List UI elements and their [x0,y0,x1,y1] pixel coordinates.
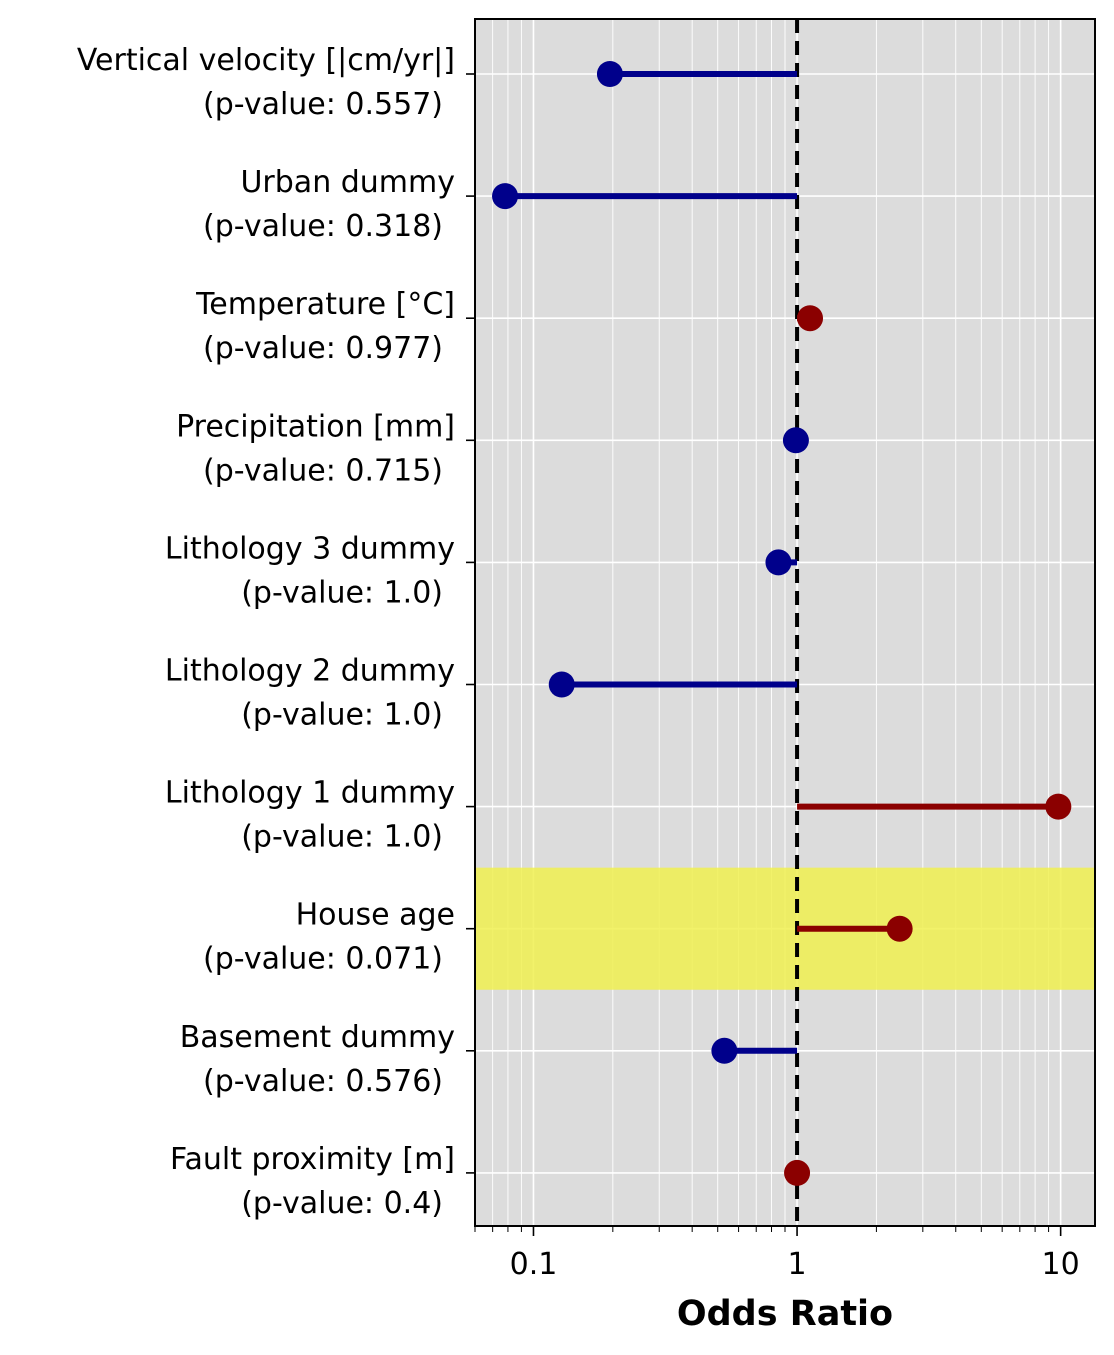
x-axis-label: Odds Ratio [677,1294,893,1334]
y-label-pvalue: (p-value: 0.318) [203,209,443,244]
y-label-pvalue: (p-value: 0.071) [203,942,443,977]
y-label-name: Vertical velocity [|cm/yr|] [77,43,455,78]
y-label-name: Temperature [°C] [195,287,455,322]
y-label-name: Precipitation [mm] [176,409,455,444]
x-tick-layer: 0.1 1 10 [474,1226,1080,1282]
y-label-pvalue: (p-value: 1.0) [241,820,443,855]
grid-layer [474,19,1095,1226]
x-tick-label: 10 [1042,1247,1080,1282]
lollipop-dot [765,549,792,576]
lollipop-dot [784,1159,811,1186]
y-label-name: Lithology 2 dummy [165,654,455,689]
y-label-name: House age [296,898,455,933]
y-label-pvalue: (p-value: 0.977) [203,331,443,366]
x-tick-label: 1 [788,1247,807,1282]
y-label-pvalue: (p-value: 0.576) [203,1064,443,1099]
x-tick-label: 0.1 [510,1247,558,1282]
y-label-pvalue: (p-value: 1.0) [241,575,443,610]
y-label-pvalue: (p-value: 0.715) [203,453,443,488]
lollipop-dot [782,427,809,454]
y-label-pvalue: (p-value: 0.557) [203,87,443,122]
highlight-layer [475,867,1095,990]
y-label-pvalue: (p-value: 0.4) [241,1186,443,1221]
y-label-name: Fault proximity [m] [170,1142,455,1177]
y-label-name: Urban dummy [240,165,455,200]
lollipop-dot [596,61,623,87]
lollipop-dot [797,305,824,332]
lollipop-dot [1045,793,1072,820]
y-label-pvalue: (p-value: 1.0) [241,698,443,733]
y-label-name: Basement dummy [180,1020,455,1055]
lollipop-dot [886,915,913,942]
marks-layer [492,61,1072,1186]
y-label-name: Lithology 3 dummy [165,531,455,566]
y-label-layer: Vertical velocity [|cm/yr|] (p-value: 0.5… [77,43,455,1221]
lollipop-dot [711,1037,738,1064]
lollipop-dot [492,183,519,210]
y-tick-layer [466,73,475,1174]
y-label-name: Lithology 1 dummy [165,776,455,811]
highlight-band [475,867,1095,990]
lollipop-dot [548,671,575,698]
